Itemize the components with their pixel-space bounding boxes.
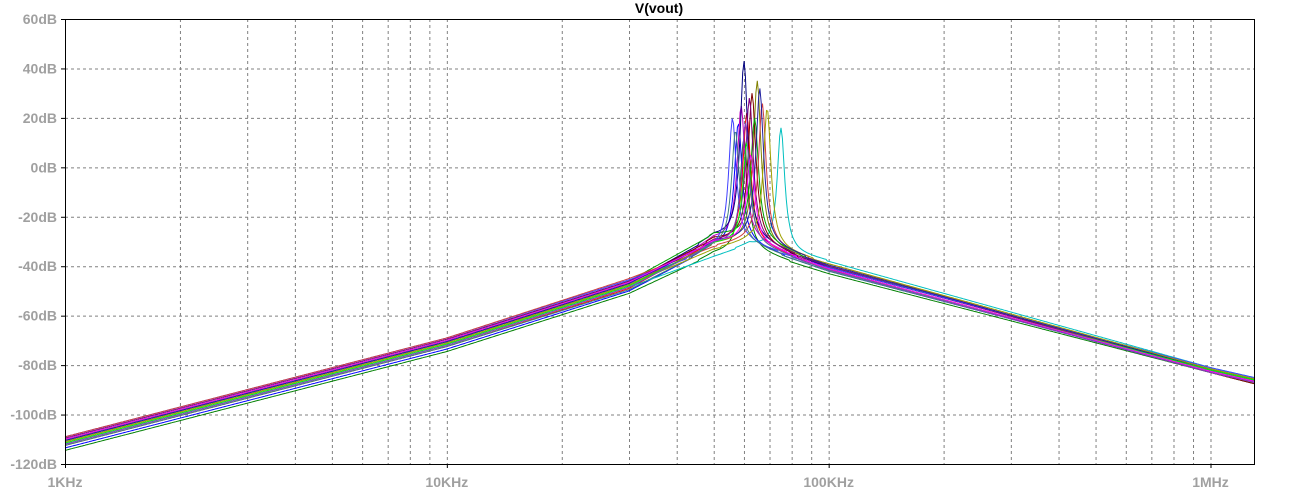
x-tick-label: 1MHz bbox=[1192, 474, 1229, 490]
chart-title: V(vout) bbox=[635, 0, 683, 16]
grid-lines bbox=[65, 19, 1254, 464]
y-tick-label: -20dB bbox=[18, 209, 57, 225]
x-tick-label: 1KHz bbox=[47, 474, 82, 490]
y-tick-label: 0dB bbox=[31, 159, 57, 175]
x-axis-ticks: 1KHz 10KHz 100KHz 1MHz bbox=[47, 464, 1229, 490]
y-tick-label: -120dB bbox=[10, 456, 57, 472]
series-line-15 bbox=[64, 88, 1255, 441]
y-tick-label: 40dB bbox=[23, 60, 57, 76]
x-tick-label: 100KHz bbox=[803, 474, 854, 490]
y-tick-label: 60dB bbox=[23, 11, 57, 27]
y-axis-ticks: 60dB 40dB 20dB 0dB -20dB -40dB -60dB -80dB -100d… bbox=[10, 11, 65, 472]
series-line-1 bbox=[64, 137, 1255, 451]
y-tick-label: 20dB bbox=[23, 110, 57, 126]
y-tick-label: -80dB bbox=[18, 357, 57, 373]
x-tick-label: 10KHz bbox=[425, 474, 468, 490]
y-tick-label: -60dB bbox=[18, 308, 57, 324]
series-line-17 bbox=[64, 154, 1255, 440]
data-series bbox=[64, 61, 1255, 451]
series-line-18 bbox=[64, 122, 1255, 445]
y-tick-label: -40dB bbox=[18, 258, 57, 274]
plot-frame bbox=[65, 19, 1255, 465]
y-tick-label: -100dB bbox=[10, 407, 57, 423]
